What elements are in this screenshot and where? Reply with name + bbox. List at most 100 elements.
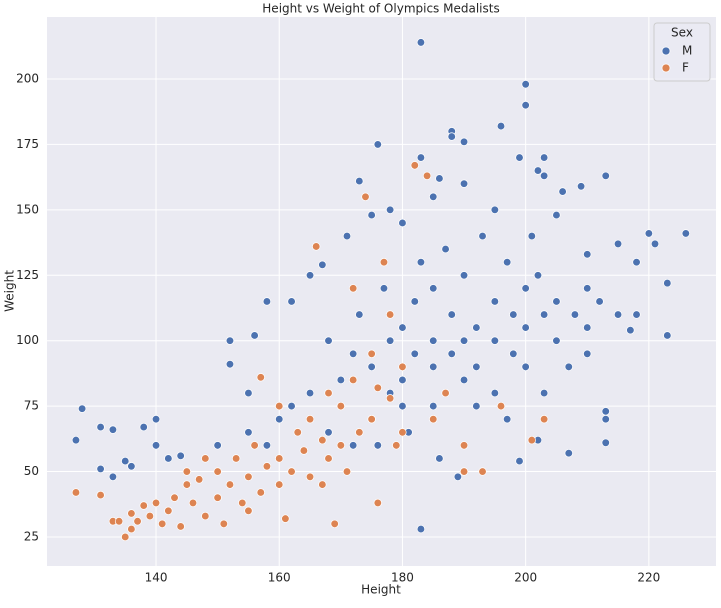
point (429, 401, 438, 411)
x-tick-label: 220 (637, 571, 660, 585)
point (305, 415, 315, 424)
point (379, 284, 389, 293)
point (373, 383, 382, 392)
point (613, 239, 623, 249)
point (459, 467, 469, 476)
point (213, 441, 222, 450)
point (121, 456, 130, 466)
point (626, 326, 635, 335)
point (539, 415, 549, 424)
point (318, 260, 327, 269)
point (262, 297, 272, 306)
point (459, 271, 469, 280)
point (256, 373, 265, 382)
x-tick-label: 180 (391, 571, 414, 585)
point (416, 38, 426, 47)
point (121, 532, 130, 542)
point (164, 454, 173, 463)
point (583, 284, 592, 293)
point (595, 297, 604, 306)
point (496, 121, 506, 131)
point (521, 101, 530, 110)
x-tick-label: 160 (268, 571, 291, 585)
point (367, 415, 376, 424)
point (318, 435, 327, 445)
point (244, 506, 253, 515)
point (385, 310, 395, 319)
legend-label: F (682, 61, 689, 75)
point (367, 362, 376, 372)
point (151, 415, 161, 424)
point (262, 462, 272, 471)
point (108, 425, 118, 434)
y-tick-label: 175 (16, 137, 39, 151)
point (459, 336, 469, 345)
point (410, 161, 419, 170)
point (225, 480, 235, 489)
y-tick-label: 25 (24, 529, 39, 543)
point (164, 506, 173, 515)
point (225, 336, 235, 345)
point (398, 401, 407, 411)
point (472, 362, 481, 372)
point (342, 467, 352, 476)
point (429, 362, 438, 372)
point (201, 511, 210, 521)
point (416, 524, 426, 534)
point (447, 349, 456, 358)
point (305, 388, 315, 398)
point (96, 490, 105, 500)
point (515, 153, 524, 162)
point (410, 297, 419, 306)
point (201, 454, 210, 463)
point (71, 435, 81, 445)
point (225, 360, 235, 369)
point (385, 205, 395, 215)
point (305, 271, 315, 280)
x-tick-label: 200 (514, 571, 537, 585)
point (373, 140, 382, 149)
point (114, 517, 124, 526)
point (472, 401, 481, 411)
point (336, 401, 345, 411)
legend-title: Sex (671, 26, 693, 40)
point (336, 375, 345, 385)
y-tick-label: 50 (24, 464, 39, 478)
point (96, 464, 105, 474)
point (324, 454, 333, 463)
point (151, 498, 161, 508)
point (373, 441, 382, 450)
point (385, 394, 395, 403)
point (478, 467, 487, 476)
point (552, 210, 561, 220)
point (416, 153, 426, 162)
point (170, 493, 179, 502)
point (398, 218, 407, 228)
point (490, 336, 499, 345)
point (342, 231, 352, 241)
point (324, 336, 333, 345)
point (182, 467, 191, 476)
point (521, 80, 530, 89)
point (139, 422, 148, 432)
point (632, 310, 641, 319)
point (410, 349, 419, 358)
point (262, 441, 272, 450)
point (158, 519, 167, 529)
chart-title: Height vs Weight of Olympics Medalists (262, 2, 499, 16)
legend-marker (661, 63, 671, 73)
point (601, 171, 610, 180)
point (355, 310, 364, 319)
point (539, 310, 549, 319)
point (478, 231, 487, 241)
point (515, 456, 524, 466)
point (305, 472, 315, 481)
point (521, 323, 530, 332)
point (552, 297, 561, 306)
point (459, 179, 469, 188)
point (398, 428, 407, 437)
point (318, 480, 327, 489)
point (176, 451, 185, 460)
point (490, 297, 499, 306)
